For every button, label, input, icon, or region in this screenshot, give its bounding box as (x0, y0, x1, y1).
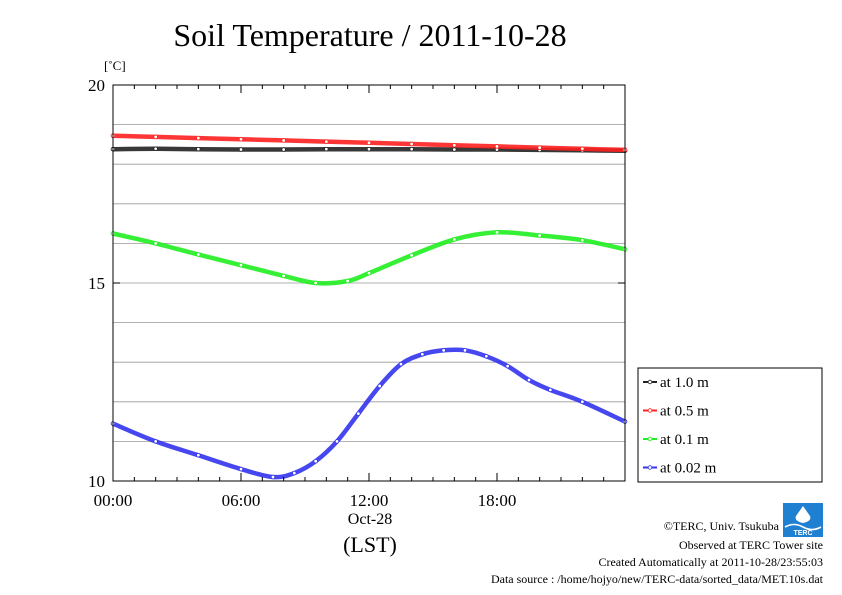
data-point (345, 278, 350, 284)
credit-created: Created Automatically at 2011-10-28/23:5… (598, 555, 823, 569)
x-axis-label: (LST) (343, 532, 397, 557)
data-point (580, 146, 585, 151)
data-point (580, 238, 585, 243)
data-point (494, 144, 500, 149)
legend-marker (647, 465, 653, 470)
data-point (313, 459, 318, 464)
terc-logo-text: TERC (793, 530, 812, 537)
data-point (420, 352, 425, 357)
data-point (270, 474, 276, 480)
data-point (196, 146, 201, 152)
legend-box (637, 367, 823, 483)
data-point (324, 139, 329, 144)
data-point (452, 147, 457, 152)
chart-title: Soil Temperature / 2011-10-28 (173, 17, 566, 53)
date-label: Oct-28 (348, 511, 392, 528)
axis-ticks: 10 15 20 00:00 06:00 12:00 18:00 (88, 76, 625, 510)
data-point (281, 147, 286, 152)
data-point (153, 241, 158, 246)
legend-marker (647, 408, 653, 413)
data-point (452, 237, 457, 242)
series-group (110, 133, 628, 480)
data-point (526, 377, 532, 383)
data-point (409, 141, 414, 147)
data-point (238, 466, 244, 472)
data-point (398, 361, 404, 367)
data-point (462, 348, 468, 353)
data-point (366, 140, 372, 146)
y-tick-label: 20 (88, 76, 105, 95)
wave-icon (784, 523, 822, 531)
data-point (334, 439, 340, 444)
data-point (281, 273, 286, 279)
data-point (196, 135, 201, 141)
data-point (409, 253, 414, 258)
data-point (484, 354, 489, 359)
legend-label: at 1.0 m (660, 375, 709, 391)
legend-label: at 0.5 m (660, 404, 709, 420)
x-tick-label: 18:00 (478, 491, 517, 510)
credit-data-source: Data source : /home/hojyo/new/TERC-data/… (491, 572, 824, 586)
legend-label: at 0.1 m (660, 432, 709, 448)
data-point (452, 142, 457, 148)
data-point (356, 411, 361, 416)
data-point (494, 230, 500, 235)
data-point (153, 146, 158, 151)
data-point (366, 270, 372, 276)
series-line (110, 229, 628, 286)
data-point (313, 280, 318, 286)
x-tick-label: 06:00 (222, 491, 261, 510)
y-tick-label: 15 (88, 274, 105, 293)
x-tick-label: 00:00 (94, 491, 133, 510)
data-point (281, 138, 286, 143)
x-tick-label: 12:00 (350, 491, 389, 510)
data-point (238, 262, 244, 268)
data-point (441, 348, 446, 353)
data-point (505, 363, 510, 369)
data-point (537, 145, 542, 150)
credit-copyright: ©TERC, Univ. Tsukuba (664, 519, 780, 533)
legend-marker (647, 379, 653, 385)
data-point (238, 137, 244, 142)
legend-marker (647, 436, 653, 442)
data-point (196, 453, 201, 458)
y-tick-label: 10 (88, 472, 105, 491)
data-point (238, 147, 244, 152)
data-point (377, 383, 382, 389)
data-point (292, 470, 297, 476)
water-drop-icon (795, 506, 811, 523)
data-point (548, 387, 553, 393)
data-point (580, 399, 585, 404)
data-point (409, 146, 414, 152)
legend-label: at 0.02 m (660, 461, 717, 477)
legend: at 1.0 m at 0.5 m at 0.1 m at 0.02 m (637, 367, 823, 483)
data-point (324, 146, 329, 152)
credit-site: Observed at TERC Tower site (679, 538, 823, 552)
data-point (537, 233, 542, 238)
y-axis-unit-label: [˚C] (104, 58, 126, 73)
terc-logo: TERC (783, 503, 823, 537)
data-point (366, 146, 372, 152)
data-point (153, 134, 158, 140)
data-point (196, 252, 201, 257)
data-point (153, 439, 158, 444)
